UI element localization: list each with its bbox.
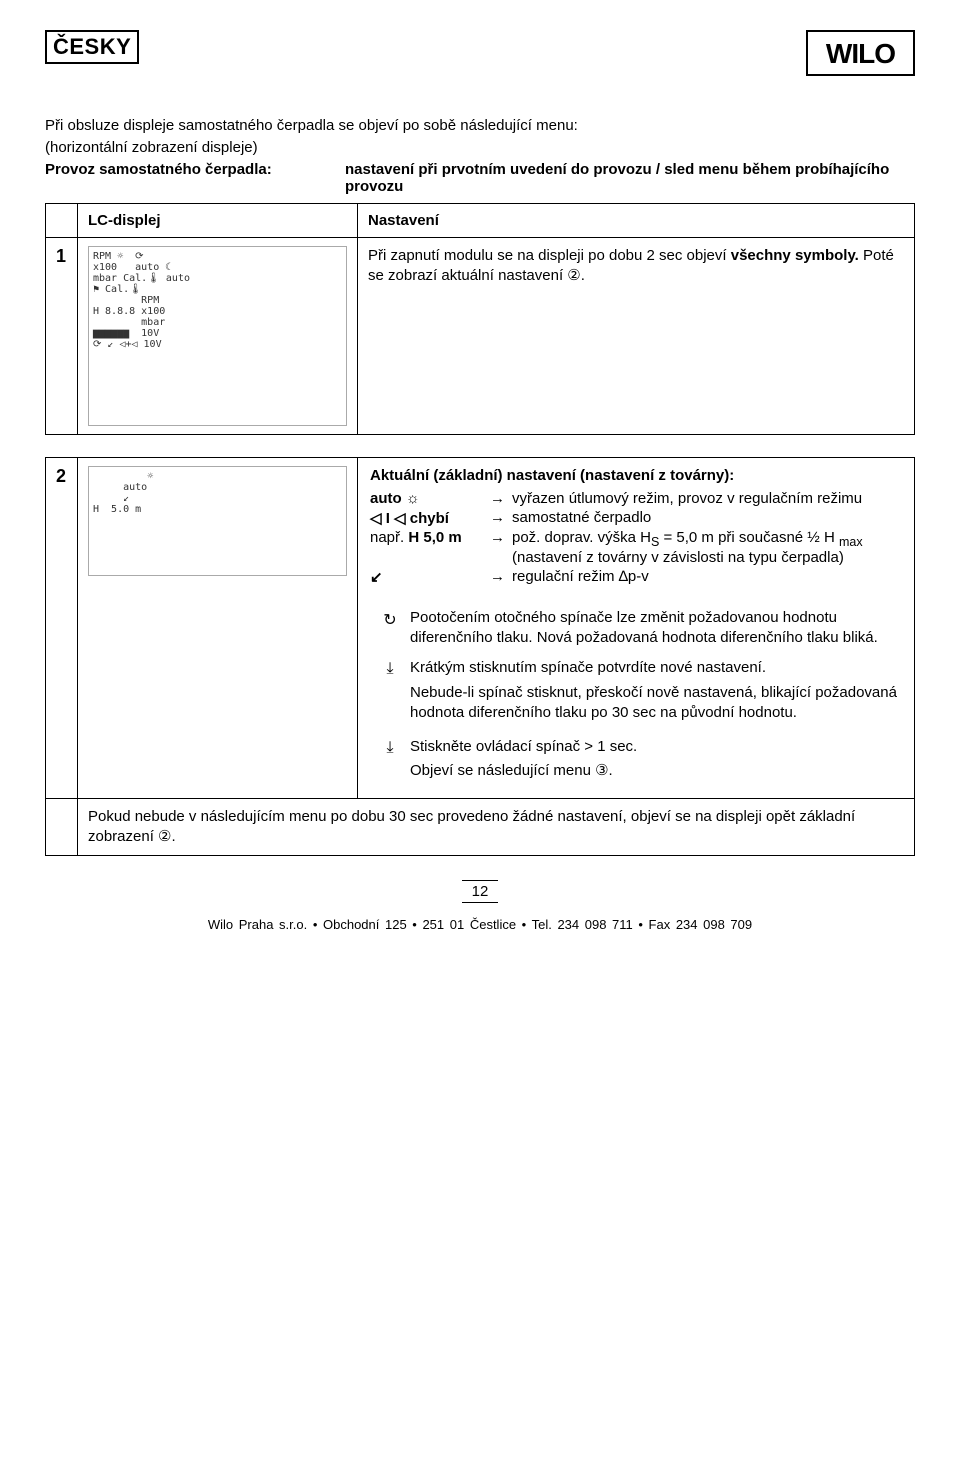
row1-lcd: RPM ☼ ⟳ x100 auto ☾ mbar Cal.🌡 auto ⚑ Ca… (78, 237, 358, 434)
row2-auto-txt: vyřazen útlumový režim, provoz v regulač… (512, 490, 904, 507)
table-row-2-footer: Pokud nebude v následujícím menu po dobu… (46, 798, 915, 856)
row2-chybi-arr: → (490, 509, 512, 526)
row2-reg: ↙ → regulační režim ∆p-v (370, 568, 904, 586)
row2-lcd: ☼ auto ↙ H 5.0 m (78, 457, 358, 798)
rotate-icon: ↻ (370, 608, 410, 630)
intro-line2: (horizontální zobrazení displeje) (45, 138, 915, 158)
row2-desc-inner: Aktuální (základní) nastavení (nastavení… (368, 466, 904, 786)
row2-chybi: ◁ I ◁ chybí → samostatné čerpadlo (370, 509, 904, 527)
row2-h-arr: → (490, 529, 512, 546)
intro-line1: Při obsluze displeje samostatného čerpad… (45, 116, 915, 136)
lcd2-sketch: ☼ auto ↙ H 5.0 m (89, 467, 346, 519)
intro-right-text: nastavení při prvotním uvedení do provoz… (345, 161, 915, 195)
row2-auto-lbl: auto ☼ (370, 490, 490, 507)
row2-h-lbl: např. H 5,0 m (370, 529, 490, 546)
row2-h-txt-c: (nastavení z továrny v závislosti na typ… (512, 549, 844, 566)
table-header-row: LC-displej Nastavení (46, 203, 915, 237)
row2-h-txt-b: = 5,0 m při současné ½ H (659, 529, 839, 546)
row2-press-block: ⤓ Krátkým stisknutím spínače potvrdíte n… (370, 658, 904, 727)
row2-h: např. H 5,0 m → pož. doprav. výška HS = … (370, 529, 904, 566)
row2f-empty (46, 798, 78, 856)
logo-text: WILO (826, 38, 895, 69)
lcd-display-1: RPM ☼ ⟳ x100 auto ☾ mbar Cal.🌡 auto ⚑ Ca… (88, 246, 347, 426)
row2-footer-note: Pokud nebude v následujícím menu po dobu… (78, 798, 915, 856)
table-row-2: 2 ☼ auto ↙ H 5.0 m Aktuální (základní) n… (46, 457, 915, 798)
intro-block: Při obsluze displeje samostatného čerpad… (45, 116, 915, 195)
press-text: Krátkým stisknutím spínače potvrdíte nov… (410, 658, 904, 727)
page-header: ČESKY WILO (45, 30, 915, 76)
row2-press2-block: ⤓ Stiskněte ovládací spínač > 1 sec. Obj… (370, 737, 904, 786)
row1-desc-b: všechny symboly. (731, 247, 859, 264)
press-icon: ⤓ (370, 658, 410, 678)
page-number: 12 (462, 880, 498, 903)
header-lcd: LC-displej (78, 203, 358, 237)
press2-text-a: Stiskněte ovládací spínač > 1 sec. (410, 737, 904, 757)
row2-h-lbl-bold: H 5,0 m (408, 529, 461, 546)
press2-icon: ⤓ (370, 737, 410, 757)
press-text-b: Nebude-li spínač stisknut, přeskočí nově… (410, 683, 904, 724)
row2-h-lbl-prefix: např. (370, 529, 408, 546)
intro-left-label: Provoz samostatného čerpadla: (45, 161, 345, 195)
intro-two-col: Provoz samostatného čerpadla: nastavení … (45, 161, 915, 195)
language-label: ČESKY (45, 30, 139, 64)
rotate-text: Pootočením otočného spínače lze změnit p… (410, 608, 904, 649)
header-settings: Nastavení (358, 203, 915, 237)
row2-h-sub2: max (839, 535, 863, 549)
row1-text: Při zapnutí modulu se na displeji po dob… (368, 246, 904, 287)
row2-title: Aktuální (základní) nastavení (nastavení… (370, 466, 904, 486)
main-table: LC-displej Nastavení 1 RPM ☼ ⟳ x100 auto… (45, 203, 915, 435)
lcd-display-2: ☼ auto ↙ H 5.0 m (88, 466, 347, 576)
press2-text-b: Objeví se následující menu ③. (410, 761, 904, 781)
row2-rotate-block: ↻ Pootočením otočného spínače lze změnit… (370, 608, 904, 649)
page-content: ČESKY WILO Při obsluze displeje samostat… (0, 0, 960, 942)
row2-h-txt-a: pož. doprav. výška H (512, 529, 651, 546)
row1-num: 1 (46, 237, 78, 434)
row2-h-txt: pož. doprav. výška HS = 5,0 m při součas… (512, 529, 904, 566)
press-text-a: Krátkým stisknutím spínače potvrdíte nov… (410, 658, 904, 678)
page-footer: Wilo Praha s.r.o. • Obchodní 125 • 251 0… (45, 917, 915, 932)
row1-desc-a: Při zapnutí modulu se na displeji po dob… (368, 247, 731, 264)
row2-reg-arr: → (490, 568, 512, 585)
row2-desc: Aktuální (základní) nastavení (nastavení… (358, 457, 915, 798)
table-row-1: 1 RPM ☼ ⟳ x100 auto ☾ mbar Cal.🌡 auto ⚑ … (46, 237, 915, 434)
main-table-2: 2 ☼ auto ↙ H 5.0 m Aktuální (základní) n… (45, 457, 915, 857)
row2-reg-txt: regulační režim ∆p-v (512, 568, 904, 585)
row2-num: 2 (46, 457, 78, 798)
row2-chybi-txt: samostatné čerpadlo (512, 509, 904, 526)
row2-chybi-lbl: ◁ I ◁ chybí (370, 509, 490, 527)
row1-desc: Při zapnutí modulu se na displeji po dob… (358, 237, 915, 434)
logo-box: WILO (806, 30, 915, 76)
row2-auto-arr: → (490, 490, 512, 507)
press2-text: Stiskněte ovládací spínač > 1 sec. Objev… (410, 737, 904, 786)
row2-auto: auto ☼ → vyřazen útlumový režim, provoz … (370, 490, 904, 507)
header-empty (46, 203, 78, 237)
lcd1-sketch: RPM ☼ ⟳ x100 auto ☾ mbar Cal.🌡 auto ⚑ Ca… (89, 247, 346, 354)
row2-reg-lbl: ↙ (370, 568, 490, 586)
